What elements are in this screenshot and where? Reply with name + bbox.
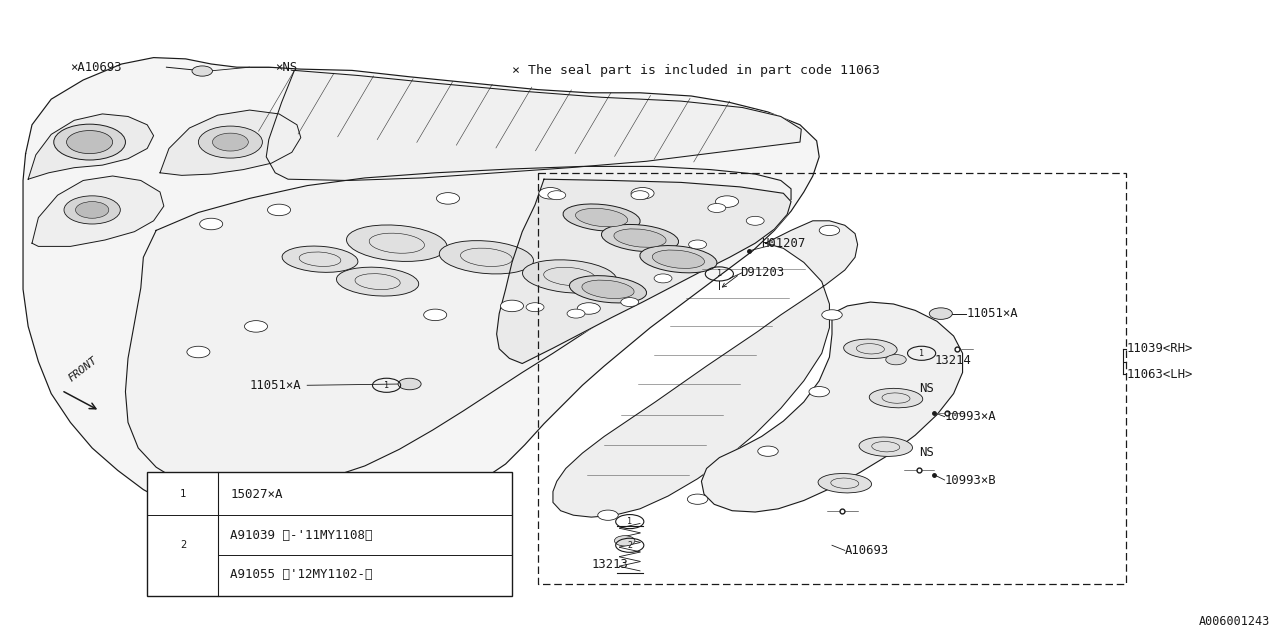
Text: 13214: 13214 <box>934 354 972 367</box>
Circle shape <box>577 303 600 314</box>
Circle shape <box>268 204 291 216</box>
Circle shape <box>424 309 447 321</box>
Polygon shape <box>32 176 164 246</box>
Ellipse shape <box>844 339 897 358</box>
Circle shape <box>76 202 109 218</box>
Circle shape <box>244 321 268 332</box>
Circle shape <box>929 308 952 319</box>
Circle shape <box>567 309 585 318</box>
Circle shape <box>621 298 639 307</box>
Polygon shape <box>23 58 819 531</box>
Ellipse shape <box>439 241 534 274</box>
Ellipse shape <box>282 246 358 273</box>
Circle shape <box>716 196 739 207</box>
Ellipse shape <box>570 276 646 303</box>
Circle shape <box>819 225 840 236</box>
Ellipse shape <box>522 260 617 293</box>
Polygon shape <box>553 221 858 517</box>
Circle shape <box>687 494 708 504</box>
Polygon shape <box>160 110 301 175</box>
Text: × The seal part is included in part code 11063: × The seal part is included in part code… <box>512 64 881 77</box>
Text: A91055 （'12MY1102-）: A91055 （'12MY1102-） <box>230 568 372 580</box>
Text: 1: 1 <box>919 349 924 358</box>
Ellipse shape <box>869 388 923 408</box>
Ellipse shape <box>563 204 640 231</box>
Text: 1: 1 <box>384 381 389 390</box>
Polygon shape <box>28 114 154 179</box>
Circle shape <box>886 355 906 365</box>
Text: 1: 1 <box>627 517 632 526</box>
Text: D91203: D91203 <box>740 266 785 278</box>
Circle shape <box>212 133 248 151</box>
Polygon shape <box>701 302 963 512</box>
Ellipse shape <box>602 225 678 252</box>
Text: 1: 1 <box>717 269 722 278</box>
Text: 15027×A: 15027×A <box>230 488 283 500</box>
Circle shape <box>598 510 618 520</box>
Text: 10993×A: 10993×A <box>945 410 996 423</box>
Circle shape <box>500 300 524 312</box>
Ellipse shape <box>582 280 634 298</box>
Text: NS: NS <box>919 382 934 395</box>
Ellipse shape <box>347 225 447 262</box>
Text: 11039<RH>: 11039<RH> <box>1126 342 1193 355</box>
Text: H01207: H01207 <box>762 237 806 250</box>
Circle shape <box>54 124 125 160</box>
Circle shape <box>614 536 635 546</box>
Circle shape <box>548 191 566 200</box>
Polygon shape <box>125 166 791 492</box>
Polygon shape <box>497 179 791 364</box>
Circle shape <box>198 126 262 158</box>
Circle shape <box>64 196 120 224</box>
Circle shape <box>758 446 778 456</box>
Circle shape <box>746 216 764 225</box>
Text: 2: 2 <box>627 541 632 550</box>
Ellipse shape <box>614 229 666 247</box>
Text: 10993×B: 10993×B <box>945 474 996 486</box>
Ellipse shape <box>859 437 913 456</box>
Text: 11063<LH>: 11063<LH> <box>1126 368 1193 381</box>
Ellipse shape <box>640 246 717 273</box>
Circle shape <box>192 66 212 76</box>
Circle shape <box>689 240 707 249</box>
Circle shape <box>398 378 421 390</box>
Ellipse shape <box>337 267 419 296</box>
Text: 11051×A: 11051×A <box>250 379 301 392</box>
Circle shape <box>654 274 672 283</box>
Circle shape <box>200 218 223 230</box>
Circle shape <box>631 188 654 199</box>
Ellipse shape <box>653 250 704 268</box>
Ellipse shape <box>576 209 627 227</box>
Text: 13213: 13213 <box>591 558 628 571</box>
Bar <box>147 472 512 596</box>
Text: ×NS: ×NS <box>275 61 297 74</box>
Text: A91039 （-'11MY1108）: A91039 （-'11MY1108） <box>230 529 372 542</box>
Text: 1: 1 <box>180 489 186 499</box>
Text: A006001243: A006001243 <box>1198 616 1270 628</box>
Circle shape <box>822 310 842 320</box>
Circle shape <box>809 387 829 397</box>
Circle shape <box>539 188 562 199</box>
Text: ×A10693: ×A10693 <box>70 61 122 74</box>
Circle shape <box>631 191 649 200</box>
Polygon shape <box>266 70 801 180</box>
Circle shape <box>436 193 460 204</box>
Text: A10693: A10693 <box>845 544 890 557</box>
Circle shape <box>67 131 113 154</box>
Text: NS: NS <box>919 446 934 459</box>
Ellipse shape <box>818 474 872 493</box>
Text: 2: 2 <box>180 540 186 550</box>
Circle shape <box>708 204 726 212</box>
Circle shape <box>187 346 210 358</box>
Text: 11051×A: 11051×A <box>966 307 1018 320</box>
Text: FRONT: FRONT <box>67 355 100 384</box>
Circle shape <box>526 303 544 312</box>
